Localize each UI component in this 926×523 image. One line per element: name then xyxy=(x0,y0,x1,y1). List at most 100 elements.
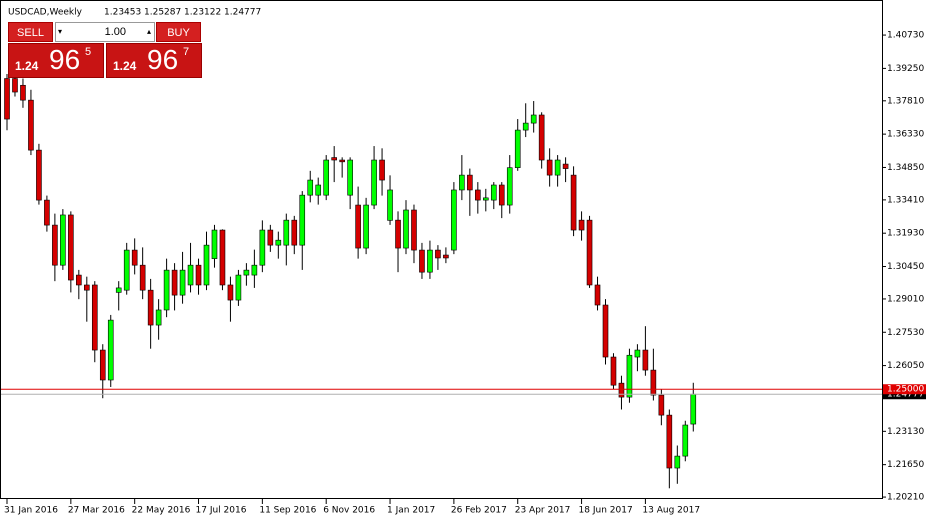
candle-body xyxy=(52,224,58,266)
candle-body xyxy=(690,393,697,425)
candle-body xyxy=(490,184,497,201)
candle-body xyxy=(602,304,609,358)
header-open: 1.23453 xyxy=(104,8,141,18)
y-tick-label: 1.39250 xyxy=(887,64,924,74)
candle-body xyxy=(355,204,361,249)
y-tick-label: 1.31930 xyxy=(887,229,924,239)
x-tick-label: 1 Jan 2017 xyxy=(387,506,435,516)
candle-body xyxy=(299,194,306,246)
candle-body xyxy=(44,199,50,226)
y-tick-label: 1.23130 xyxy=(887,427,924,437)
candle-body xyxy=(594,284,601,306)
candle-body xyxy=(107,319,114,381)
candle-body xyxy=(123,249,130,291)
candle-body xyxy=(371,159,377,206)
candle-body xyxy=(91,284,98,351)
candle-body xyxy=(171,269,178,296)
x-tick-label: 11 Sep 2016 xyxy=(259,506,316,516)
candle-body xyxy=(259,229,266,266)
candle-body xyxy=(251,264,258,276)
candle-body xyxy=(586,219,593,286)
y-tick-label: 1.26050 xyxy=(887,361,924,371)
y-tick-label: 1.20210 xyxy=(887,493,924,503)
candle-body xyxy=(235,274,242,301)
bid-label: 1.24777 xyxy=(887,390,924,400)
candle-body xyxy=(131,249,138,266)
candle-body xyxy=(203,244,210,286)
candle-body xyxy=(339,159,345,163)
candle-body xyxy=(514,129,521,168)
candle-body xyxy=(347,159,353,196)
candle-body xyxy=(482,197,489,201)
trade-panel: SELL ▾ 1.00 ▴ BUY 1.24 96 5 1.24 96 7 xyxy=(8,22,202,78)
candle-body xyxy=(267,229,274,246)
y-tick-label: 1.30450 xyxy=(887,262,924,272)
candle-body xyxy=(546,159,553,176)
bid-c: 5 xyxy=(85,46,92,58)
candle-body xyxy=(411,209,417,251)
sell-button[interactable]: SELL xyxy=(8,22,53,42)
candle-body xyxy=(562,163,569,169)
y-tick-label: 1.27530 xyxy=(887,328,924,338)
candle-body xyxy=(403,209,409,249)
candle-body xyxy=(363,204,369,249)
candle-body xyxy=(331,157,337,161)
candle-body xyxy=(443,254,449,259)
candle-body xyxy=(187,264,194,286)
header-low: 1.23122 xyxy=(184,8,221,18)
plot-frame xyxy=(0,0,883,499)
level-label-box xyxy=(883,384,926,395)
candle-body xyxy=(634,349,641,358)
candle-body xyxy=(506,167,513,206)
x-tick-label: 6 Nov 2016 xyxy=(323,506,375,516)
candle-body xyxy=(610,356,617,386)
y-tick-label: 1.34850 xyxy=(887,163,924,173)
candle-body xyxy=(522,122,529,131)
ask-c: 7 xyxy=(183,46,190,58)
candle-body xyxy=(307,179,314,196)
candle-body xyxy=(674,455,681,469)
candle-body xyxy=(554,159,561,176)
candle-body xyxy=(147,289,154,326)
ask-quote[interactable]: 1.24 96 7 xyxy=(106,43,202,78)
x-tick-label: 27 Mar 2016 xyxy=(68,506,125,516)
candle-body xyxy=(467,174,473,191)
chart-title: USDCAD,Weekly xyxy=(8,8,83,18)
candle-body xyxy=(28,99,34,151)
y-tick-label: 1.40730 xyxy=(887,31,924,41)
x-tick-label: 17 Jul 2016 xyxy=(196,506,247,516)
candle-body xyxy=(475,189,481,201)
candle-body xyxy=(618,382,625,398)
candle-body xyxy=(387,189,393,221)
buy-button[interactable]: BUY xyxy=(156,22,201,42)
candle-body xyxy=(163,269,170,311)
candle-body xyxy=(570,174,577,231)
candle-body xyxy=(115,287,122,293)
candle-body xyxy=(498,184,505,206)
candle-body xyxy=(12,78,18,93)
candle-body xyxy=(84,284,90,291)
candle-body xyxy=(419,249,425,273)
bid-quote[interactable]: 1.24 96 5 xyxy=(8,43,104,78)
y-tick-label: 1.21650 xyxy=(887,460,924,470)
bid-label-box xyxy=(883,389,926,400)
y-tick-label: 1.37810 xyxy=(887,96,924,106)
candle-body xyxy=(323,159,330,196)
candle-body xyxy=(283,219,290,246)
ask-b: 96 xyxy=(147,44,179,75)
candle-body xyxy=(379,159,385,181)
candle-body xyxy=(666,414,673,469)
candle-body xyxy=(275,239,282,246)
x-tick-label: 23 Apr 2017 xyxy=(515,506,571,516)
header-high: 1.25287 xyxy=(144,8,181,18)
candle-body xyxy=(195,264,202,286)
candle-body xyxy=(139,264,146,291)
candle-body xyxy=(435,249,441,259)
candle-body xyxy=(642,349,649,371)
lot-input[interactable]: ▾ 1.00 ▴ xyxy=(55,22,155,42)
candle-body xyxy=(227,284,234,301)
candle-body xyxy=(538,114,545,161)
candle-body xyxy=(20,84,26,101)
candle-body xyxy=(459,174,465,191)
candle-body xyxy=(179,269,186,296)
